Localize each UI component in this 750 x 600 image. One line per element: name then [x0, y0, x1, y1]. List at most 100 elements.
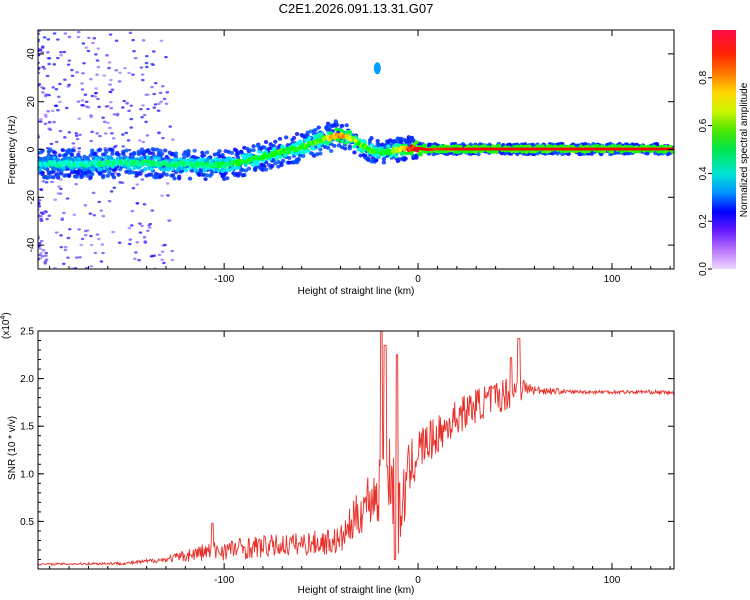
- spectral-halo-cell: [90, 172, 95, 177]
- spectral-noise-speck: [70, 74, 75, 78]
- spectral-halo-cell: [198, 168, 204, 173]
- spectral-halo-cell: [381, 160, 387, 165]
- spectral-noise-speck: [60, 218, 65, 221]
- spectral-noise-speck: [145, 65, 149, 69]
- spectral-noise-speck: [38, 120, 43, 123]
- spectral-noise-speck: [38, 71, 41, 75]
- spectral-halo-cell: [186, 152, 191, 157]
- spectral-halo-cell: [48, 147, 53, 152]
- spectral-noise-speck: [40, 86, 44, 89]
- spectral-noise-speck: [133, 257, 137, 261]
- spectral-band-cell: [348, 130, 353, 134]
- spectral-halo-cell: [335, 122, 340, 127]
- spectral-noise-speck: [59, 54, 63, 57]
- spectral-halo-cell: [59, 171, 64, 176]
- spectral-band-cell: [306, 148, 311, 153]
- spectral-noise-speck: [56, 38, 60, 41]
- spectral-noise-speck: [141, 78, 145, 82]
- spectral-halo-cell: [283, 135, 289, 140]
- spectral-noise-speck: [80, 99, 85, 102]
- spectral-noise-speck: [44, 254, 48, 257]
- spectral-band-cell: [166, 168, 171, 172]
- spectral-halo-cell: [187, 176, 193, 181]
- spectral-noise-speck: [109, 106, 114, 110]
- spectral-noise-speck: [83, 233, 88, 237]
- spectral-noise-speck: [52, 120, 56, 124]
- spectral-noise-speck: [145, 134, 150, 137]
- spectral-noise-speck: [94, 91, 98, 95]
- spectral-noise-speck: [151, 63, 155, 66]
- spectral-halo-cell: [139, 147, 145, 152]
- spectral-noise-speck: [72, 213, 77, 217]
- spectral-halo-cell: [287, 160, 292, 165]
- spectral-noise-speck: [89, 265, 94, 268]
- spectral-noise-speck: [61, 262, 66, 266]
- spectral-halo-cell: [333, 119, 339, 124]
- spectral-halo-cell: [204, 150, 210, 155]
- spectral-band-cell: [250, 162, 255, 167]
- spectral-noise-speck: [63, 32, 68, 35]
- spectrogram-xtick-label: -100: [214, 274, 234, 285]
- spectral-halo-cell: [598, 152, 604, 157]
- spectrogram-ytick-label: -20: [26, 190, 37, 205]
- spectral-noise-speck: [91, 191, 96, 195]
- spectral-noise-speck: [39, 239, 44, 243]
- spectral-halo-cell: [344, 123, 349, 128]
- spectral-noise-speck: [152, 92, 156, 96]
- spectral-halo-cell: [252, 167, 258, 172]
- spectral-noise-speck: [46, 38, 51, 41]
- spectral-band-cell: [274, 157, 279, 161]
- spectral-band-cell: [103, 156, 108, 160]
- spectral-band-cell: [494, 149, 499, 154]
- spectral-halo-cell: [60, 148, 66, 153]
- spectral-noise-speck: [162, 261, 166, 265]
- spectral-halo-cell: [270, 163, 275, 168]
- spectral-noise-speck: [141, 104, 145, 107]
- spectral-noise-speck: [144, 120, 148, 124]
- snr-scale-label: (x104): [0, 312, 12, 339]
- spectral-halo-cell: [342, 146, 348, 151]
- spectral-band-cell: [213, 157, 218, 161]
- spectral-noise-speck: [80, 82, 84, 85]
- spectral-band-cell: [91, 167, 96, 172]
- spectral-noise-speck: [45, 217, 49, 221]
- spectral-halo-cell: [291, 135, 297, 140]
- spectral-band-cell: [140, 156, 145, 161]
- spectral-noise-speck: [117, 241, 122, 244]
- spectral-noise-speck: [48, 128, 53, 132]
- spectral-noise-speck: [109, 190, 114, 193]
- spectral-noise-speck: [112, 146, 117, 149]
- spectral-halo-cell: [173, 151, 179, 156]
- spectral-halo-cell: [164, 172, 169, 177]
- spectral-noise-speck: [95, 59, 100, 62]
- spectral-halo-cell: [176, 174, 182, 179]
- spectral-noise-speck: [157, 131, 161, 134]
- spectral-band-cell: [126, 166, 131, 171]
- spectral-band-cell: [520, 149, 525, 154]
- spectral-halo-cell: [93, 151, 98, 156]
- spectral-halo-cell: [161, 157, 166, 162]
- spectral-halo-cell: [347, 144, 352, 149]
- spectral-noise-speck: [103, 132, 108, 135]
- spectral-noise-speck: [146, 229, 150, 233]
- spectral-noise-speck: [53, 198, 58, 201]
- spectral-band-cell: [205, 157, 210, 161]
- snr-ytick-label: 2.0: [20, 374, 34, 385]
- spectral-noise-speck: [128, 238, 133, 241]
- spectral-noise-speck: [146, 93, 150, 96]
- spectral-noise-speck: [120, 181, 125, 184]
- spectral-noise-speck: [71, 142, 76, 145]
- spectral-noise-speck: [77, 150, 81, 153]
- spectral-noise-speck: [131, 38, 135, 42]
- spectrogram-ytick-label: 0: [26, 146, 37, 152]
- spectral-noise-speck: [140, 73, 145, 76]
- spectral-noise-speck: [127, 242, 132, 246]
- spectral-noise-speck: [80, 104, 84, 107]
- spectral-noise-speck: [164, 102, 169, 105]
- spectral-noise-speck: [102, 74, 107, 77]
- spectral-noise-speck: [113, 171, 118, 175]
- spectral-band-cell: [456, 150, 461, 154]
- spectral-noise-speck: [47, 214, 52, 217]
- spectral-halo-cell: [273, 139, 278, 144]
- spectral-noise-speck: [122, 99, 127, 103]
